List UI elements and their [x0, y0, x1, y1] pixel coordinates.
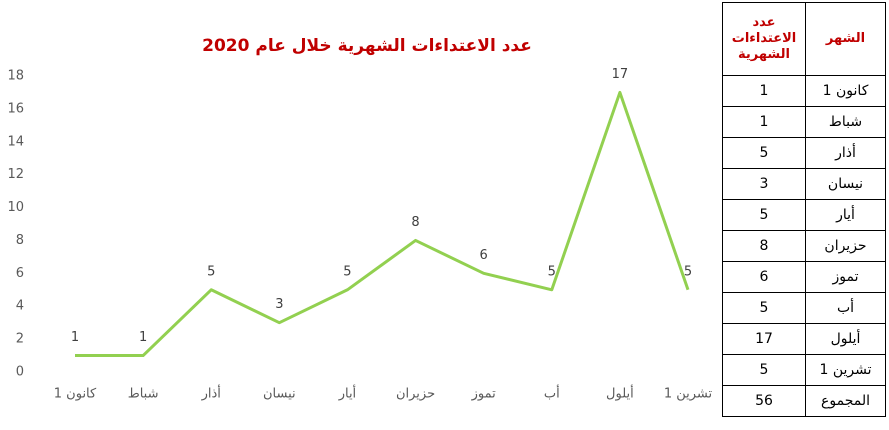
- month-cell: أذار: [805, 137, 886, 169]
- count-cell: 3: [722, 168, 806, 200]
- month-cell: حزيران: [805, 230, 886, 262]
- data-label: 1: [71, 330, 79, 345]
- table-row: 1 كانون 1: [722, 75, 886, 107]
- data-label: 5: [548, 264, 556, 279]
- count-cell: 17: [722, 323, 806, 355]
- month-cell: أيار: [805, 199, 886, 231]
- count-cell: 5: [722, 354, 806, 386]
- x-tick-label: شباط: [128, 387, 159, 402]
- count-cell: 5: [722, 199, 806, 231]
- x-tick-label: نيسان: [263, 387, 296, 402]
- x-tick-label: حزيران: [396, 387, 435, 402]
- month-cell: نيسان: [805, 168, 886, 200]
- month-cell: أب: [805, 292, 886, 324]
- x-tick-label: أب: [544, 385, 560, 402]
- month-cell: تموز: [805, 261, 886, 293]
- y-tick-label: 8: [16, 233, 24, 248]
- month-cell: تشرين 1: [805, 354, 886, 386]
- count-cell: 6: [722, 261, 806, 293]
- data-line: [75, 90, 690, 358]
- count-cell: 1: [722, 75, 806, 107]
- month-cell: كانون 1: [805, 75, 886, 107]
- header-cell: الشهر: [805, 2, 886, 76]
- table-row: 3 نيسان: [722, 168, 886, 200]
- table-row: 1 شباط: [722, 106, 886, 138]
- data-label: 8: [411, 215, 419, 230]
- header-cell: عدد الاعتداءات الشهرية: [722, 2, 806, 76]
- data-label: 1: [139, 330, 147, 345]
- count-cell: 5: [722, 137, 806, 169]
- y-tick-label: 0: [16, 365, 24, 380]
- table-row: 5 تشرين 1: [722, 354, 886, 386]
- count-cell: 5: [722, 292, 806, 324]
- header-row: عدد الاعتداءات الشهرية الشهر: [722, 2, 886, 76]
- month-cell: شباط: [805, 106, 886, 138]
- chart: عدد الاعتداءات الشهرية خلال عام 2020 0 2 4…: [7, 36, 713, 402]
- y-tick-label: 14: [7, 134, 24, 149]
- x-tick-label: أذار: [201, 385, 221, 402]
- count-cell: 56: [722, 385, 806, 417]
- chart-title: عدد الاعتداءات الشهرية خلال عام 2020: [202, 36, 532, 56]
- x-tick-label: أيار: [338, 385, 356, 402]
- table-row: 56 المجموع: [722, 385, 886, 417]
- month-cell: المجموع: [805, 385, 886, 417]
- month-cell: أيلول: [805, 323, 886, 355]
- data-label: 5: [343, 264, 351, 279]
- data-label: 5: [684, 264, 692, 279]
- y-tick-label: 12: [7, 167, 24, 182]
- table-row: 8 حزيران: [722, 230, 886, 262]
- data-label: 3: [275, 297, 283, 312]
- y-tick-label: 6: [16, 266, 24, 281]
- table-row: 5 أب: [722, 292, 886, 324]
- table-row: 5 أذار: [722, 137, 886, 169]
- x-tick-label: كانون 1: [54, 387, 97, 402]
- table-row: 6 تموز: [722, 261, 886, 293]
- y-tick-label: 10: [7, 200, 24, 215]
- y-tick-label: 2: [16, 332, 24, 347]
- data-label: 5: [207, 264, 215, 279]
- data-label: 17: [612, 67, 629, 82]
- table-row: 17 أيلول: [722, 323, 886, 355]
- x-tick-label: أيلول: [606, 385, 634, 402]
- y-tick-label: 16: [7, 101, 24, 116]
- count-cell: 1: [722, 106, 806, 138]
- x-tick-label: تموز: [471, 387, 497, 402]
- count-cell: 8: [722, 230, 806, 262]
- x-tick-label: تشرين 1: [664, 387, 713, 402]
- y-tick-label: 4: [16, 299, 24, 314]
- data-table: عدد الاعتداءات الشهرية الشهر 1 كانون 1 1 شب…: [722, 2, 886, 417]
- table-row: 5 أيار: [722, 199, 886, 231]
- data-label: 6: [480, 248, 488, 263]
- y-tick-label: 18: [7, 69, 24, 84]
